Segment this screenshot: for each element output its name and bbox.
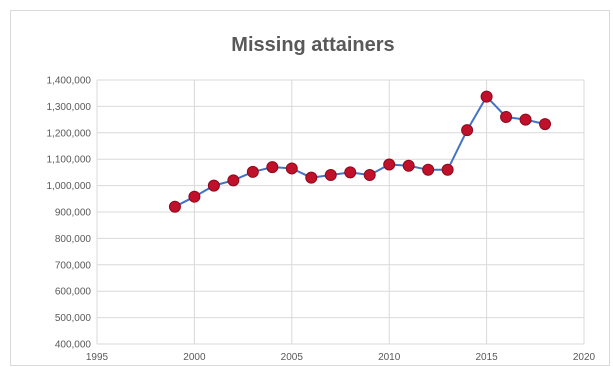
data-point [168, 200, 181, 213]
y-tick-label: 700,000 [55, 260, 92, 271]
data-point [285, 162, 298, 175]
y-axis-tick-labels: 400,000 500,000 600,000 700,000 800,000 900,0… [47, 76, 92, 351]
data-point [246, 165, 259, 178]
y-tick-label: 400,000 [55, 340, 92, 351]
y-tick-label: 1,400,000 [47, 76, 92, 87]
data-point [383, 158, 396, 171]
series-layer [168, 90, 552, 213]
data-point [188, 190, 201, 203]
y-tick-label: 600,000 [55, 287, 92, 298]
x-tick-label: 2000 [183, 352, 206, 363]
chart-frame: Missing attainers 400,000 500,000 600,000 7… [10, 10, 610, 366]
chart-title: Missing attainers [231, 34, 394, 56]
data-point [402, 159, 415, 172]
data-point [363, 169, 376, 182]
data-point [207, 179, 220, 192]
y-tick-label: 1,200,000 [47, 128, 92, 139]
data-point [461, 124, 474, 137]
data-point [344, 166, 357, 179]
x-tick-label: 2020 [573, 352, 596, 363]
data-point [500, 110, 513, 123]
y-tick-label: 800,000 [55, 234, 92, 245]
data-point [324, 169, 337, 182]
y-tick-label: 1,000,000 [47, 181, 92, 192]
x-tick-label: 1995 [86, 352, 109, 363]
data-point [519, 113, 532, 126]
y-tick-label: 500,000 [55, 313, 92, 324]
data-point [305, 171, 318, 184]
x-tick-label: 2005 [281, 352, 304, 363]
data-point [266, 161, 279, 174]
y-tick-label: 1,100,000 [47, 155, 92, 166]
data-point [480, 90, 493, 103]
y-tick-label: 900,000 [55, 208, 92, 219]
gridlines [96, 79, 585, 345]
series-line [174, 94, 546, 208]
data-point [539, 118, 552, 131]
x-axis-tick-labels: 1995 2000 2005 2010 2015 2020 [86, 352, 596, 363]
x-tick-label: 2015 [475, 352, 498, 363]
data-point [227, 174, 240, 187]
data-point [441, 163, 454, 176]
line-chart: Missing attainers 400,000 500,000 600,000 7… [47, 34, 596, 363]
data-point [422, 163, 435, 176]
x-tick-label: 2010 [378, 352, 401, 363]
y-tick-label: 1,300,000 [47, 102, 92, 113]
